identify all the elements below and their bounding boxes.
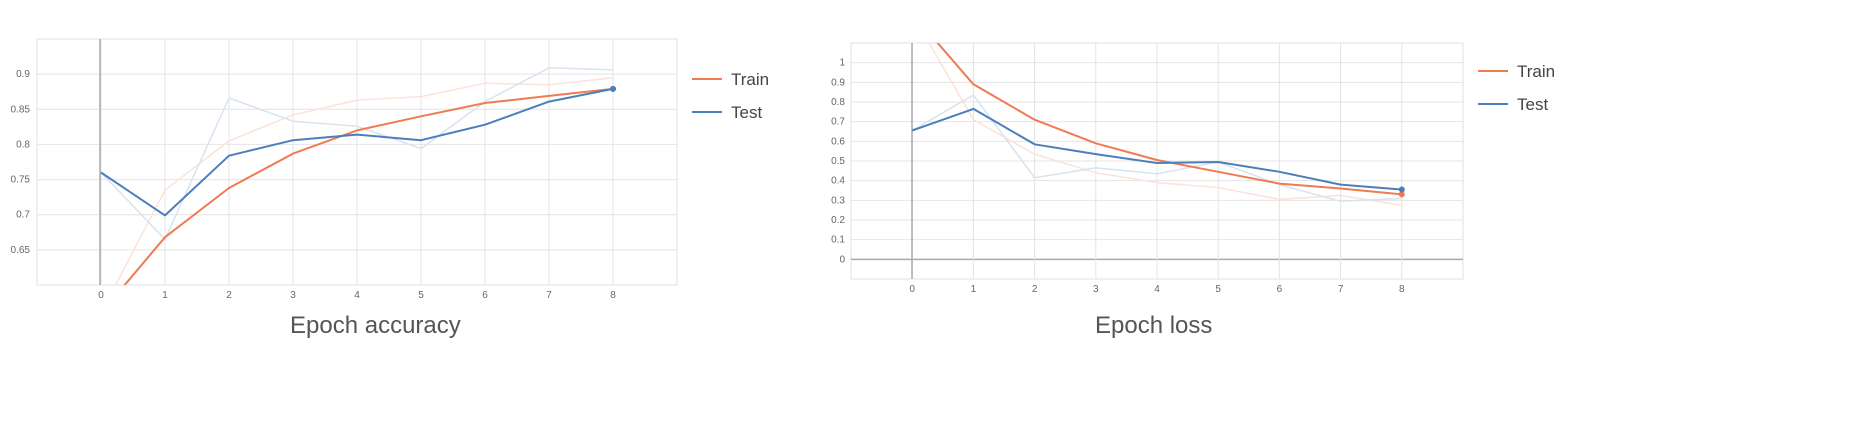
loss-plot-area (911, 43, 1405, 207)
loss-y-tick-label: 0.6 (831, 136, 845, 147)
accuracy-x-tick-label: 6 (482, 290, 488, 301)
accuracy-train-raw-line (114, 76, 614, 285)
loss-x-tick-label: 8 (1399, 284, 1405, 295)
accuracy-train-smoothed-line (123, 87, 614, 285)
accuracy-x-tick-label: 8 (610, 290, 616, 301)
loss-x-tick-label: 0 (909, 284, 915, 295)
loss-y-tick-label: 0.8 (831, 97, 845, 108)
accuracy-y-tick-label: 0.85 (11, 104, 31, 115)
accuracy-test-last-point (610, 85, 616, 92)
accuracy-y-tick-label: 0.7 (16, 210, 30, 221)
loss-y-tick-label: 0.7 (831, 117, 845, 128)
accuracy-y-tick-label: 0.65 (11, 245, 31, 256)
loss-x-tick-label: 3 (1093, 284, 1099, 295)
loss-y-tick-label: 0.4 (831, 176, 845, 187)
loss-x-tick-label: 4 (1154, 284, 1160, 295)
accuracy-x-tick-label: 3 (290, 290, 296, 301)
accuracy-x-tick-label: 0 (98, 290, 104, 301)
loss-x-tick-label: 5 (1215, 284, 1221, 295)
loss-x-tick-label: 6 (1277, 284, 1283, 295)
loss-y-tick-label: 0.1 (831, 235, 845, 246)
loss-test-smoothed-line (911, 107, 1402, 191)
accuracy-y-tick-label: 0.75 (11, 175, 31, 186)
accuracy-test-raw-line (100, 67, 614, 241)
loss-x-tick-label: 2 (1032, 284, 1038, 295)
loss-y-tick-label: 1 (839, 58, 845, 69)
accuracy-legend-train-label: Train (731, 70, 769, 89)
loss-y-tick-label: 0.5 (831, 156, 845, 167)
accuracy-x-tick-label: 7 (546, 290, 552, 301)
loss-x-tick-label: 7 (1338, 284, 1344, 295)
loss-train-last-point (1398, 191, 1405, 198)
accuracy-y-tick-label: 0.9 (16, 69, 30, 80)
loss-test-raw-line (911, 94, 1402, 203)
accuracy-x-tick-label: 5 (418, 290, 424, 301)
loss-y-tick-label: 0.3 (831, 195, 845, 206)
loss-train-raw-line (928, 43, 1402, 207)
accuracy-test-smoothed-line (100, 87, 614, 217)
loss-y-tick-label: 0.2 (831, 215, 845, 226)
loss-train-smoothed-line (936, 43, 1402, 196)
accuracy-y-tick-label: 0.8 (16, 139, 30, 150)
accuracy-plot-area (100, 67, 616, 285)
accuracy-chart-title: Epoch accuracy (290, 312, 461, 339)
loss-chart: 0 0.1 0.2 0.3 0.4 0.5 0.6 0.7 0.8 0.9 1 0 1 2 3 4 5 6 7 8 Tr… (831, 42, 1555, 295)
loss-y-tick-label: 0.9 (831, 77, 845, 88)
accuracy-chart: 0.65 0.7 0.75 0.8 0.85 0.9 0 1 2 3 4 5 6 7 8 Train Test (11, 38, 769, 301)
accuracy-x-tick-label: 1 (162, 290, 168, 301)
loss-legend-test-label: Test (1517, 95, 1548, 114)
loss-legend-train-label: Train (1517, 62, 1555, 81)
accuracy-x-tick-label: 2 (226, 290, 232, 301)
loss-chart-title: Epoch loss (1095, 312, 1213, 339)
accuracy-x-tick-label: 4 (354, 290, 360, 301)
accuracy-legend-test-label: Test (731, 103, 762, 122)
loss-test-last-point (1398, 186, 1405, 193)
loss-y-tick-label: 0 (839, 254, 845, 265)
loss-x-tick-label: 1 (971, 284, 977, 295)
